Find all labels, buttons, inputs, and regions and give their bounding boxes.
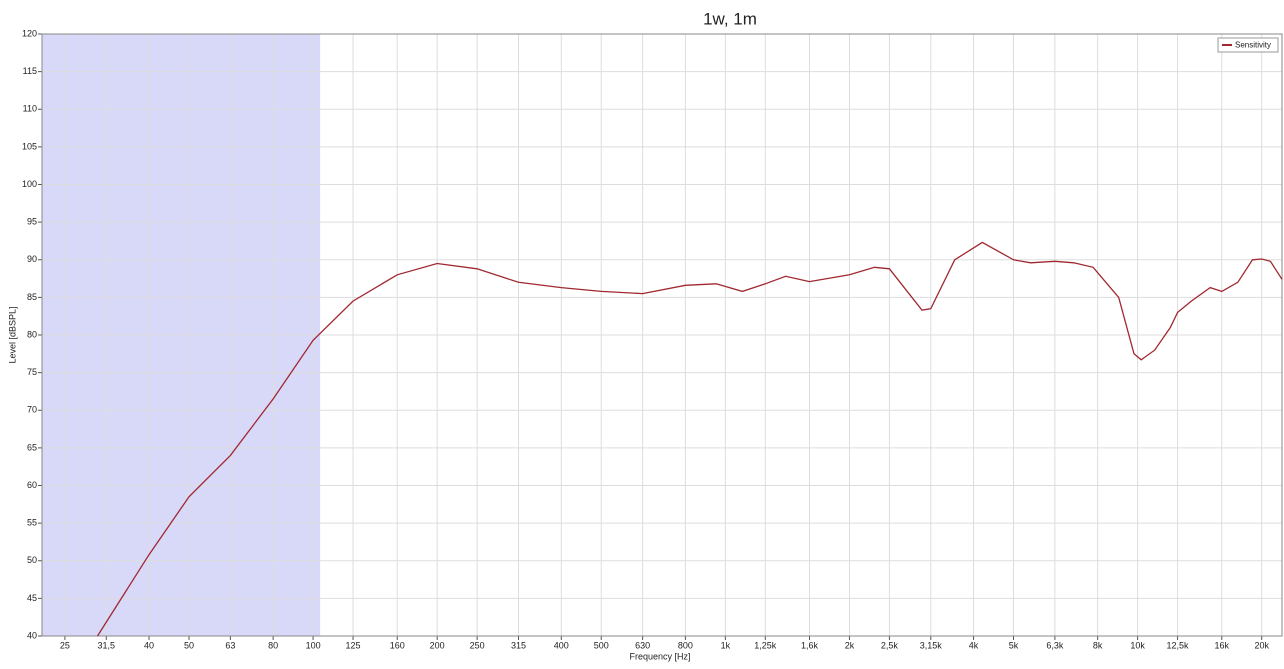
x-tick-label: 1,25k: [754, 640, 777, 650]
x-tick-label: 315: [511, 640, 526, 650]
legend: Sensitivity: [1217, 37, 1279, 53]
x-tick-label: 20k: [1254, 640, 1269, 650]
y-tick-label: 75: [27, 367, 37, 377]
x-tick-label: 630: [635, 640, 650, 650]
plot-frame: [41, 33, 1283, 637]
x-tick-label: 1,6k: [801, 640, 819, 650]
x-tick-label: 25: [60, 640, 70, 650]
x-tick-label: 500: [594, 640, 609, 650]
x-tick-label: 3,15k: [920, 640, 943, 650]
x-tick-label: 4k: [969, 640, 979, 650]
y-tick-label: 110: [23, 104, 37, 114]
x-tick-label: 125: [346, 640, 361, 650]
x-tick-label: 6,3k: [1046, 640, 1064, 650]
x-tick-label: 31,5: [98, 640, 116, 650]
x-tick-label: 10k: [1130, 640, 1145, 650]
y-tick-label: 115: [23, 66, 37, 76]
y-tick-label: 45: [27, 593, 37, 603]
legend-box: [1217, 37, 1279, 53]
x-tick-label: 5k: [1009, 640, 1019, 650]
y-tick-label: 65: [27, 442, 37, 452]
x-tick-label: 63: [225, 640, 235, 650]
series-line: [96, 241, 1283, 637]
y-tick-label: 55: [27, 518, 37, 528]
x-tick-label: 800: [678, 640, 693, 650]
y-tick-label: 70: [27, 405, 37, 415]
y-tick-label: 120: [22, 28, 37, 38]
x-tick-label: 400: [554, 640, 569, 650]
y-axis-label: Level [dBSPL]: [7, 306, 17, 363]
x-tick-label: 1k: [721, 640, 731, 650]
x-tick-label: 200: [430, 640, 445, 650]
legend-label: Sensitivity: [1235, 41, 1271, 50]
x-tick-label: 80: [268, 640, 278, 650]
x-tick-label: 100: [306, 640, 321, 650]
y-tick-label: 100: [22, 179, 37, 189]
x-axis-label: Frequency [Hz]: [629, 651, 690, 661]
y-tick-label: 60: [27, 480, 37, 490]
y-tick-label: 105: [22, 141, 37, 151]
y-tick-label: 50: [27, 555, 37, 565]
x-tick-label: 250: [470, 640, 485, 650]
y-tick-label: 90: [27, 254, 37, 264]
x-tick-label: 2,5k: [881, 640, 899, 650]
x-tick-label: 50: [184, 640, 194, 650]
y-tick-label: 95: [27, 217, 37, 227]
y-tick-label: 85: [27, 292, 37, 302]
y-tick-label: 40: [27, 630, 37, 640]
y-tick-label: 80: [27, 329, 37, 339]
x-tick-label: 16k: [1214, 640, 1229, 650]
x-tick-label: 40: [144, 640, 154, 650]
x-tick-label: 2k: [845, 640, 855, 650]
x-tick-label: 160: [390, 640, 405, 650]
chart-title: 1w, 1m: [703, 9, 757, 28]
x-tick-label: 8k: [1093, 640, 1103, 650]
x-tick-label: 12,5k: [1167, 640, 1190, 650]
